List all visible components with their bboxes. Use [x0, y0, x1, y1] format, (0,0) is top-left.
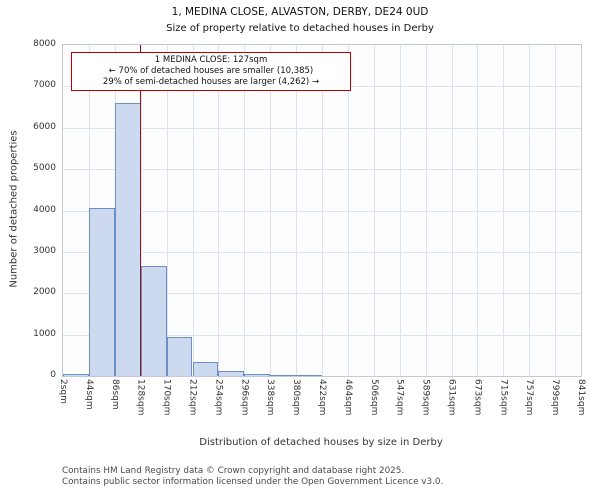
histogram-bar — [270, 374, 297, 376]
x-tick-label: 715sqm — [498, 379, 509, 416]
x-tick-label: 212sqm — [187, 379, 198, 416]
annotation-box: 1 MEDINA CLOSE: 127sqm ← 70% of detached… — [71, 52, 351, 91]
y-tick-label: 1000 — [33, 328, 56, 339]
y-tick-label: 0 — [50, 370, 56, 380]
footer-attribution-hmlr: Contains HM Land Registry data © Crown c… — [62, 466, 405, 476]
histogram-bar — [296, 374, 322, 376]
x-tick-label: 506sqm — [368, 379, 379, 416]
histogram-bar — [114, 102, 141, 376]
y-tick-label: 2000 — [33, 287, 56, 298]
y-tick-label: 8000 — [33, 39, 56, 49]
x-tick-label: 841sqm — [576, 379, 586, 416]
annotation-larger-stat: 29% of semi-detached houses are larger (… — [102, 77, 320, 87]
x-tick-label: 799sqm — [550, 379, 561, 416]
y-tick-label: 5000 — [33, 163, 56, 174]
x-tick-label: 296sqm — [239, 379, 250, 416]
histogram-bar — [192, 362, 219, 376]
x-tick-label: 673sqm — [472, 379, 483, 416]
x-tick-label: 547sqm — [394, 379, 405, 416]
h-gridline — [63, 210, 581, 212]
x-tick-label: 254sqm — [213, 379, 224, 416]
h-gridline — [63, 251, 581, 253]
h-gridline — [63, 334, 581, 336]
x-axis-label: Distribution of detached houses by size … — [199, 437, 443, 448]
x-tick-label: 464sqm — [342, 379, 353, 416]
histogram-bar — [166, 336, 193, 376]
histogram-bar — [244, 373, 271, 376]
x-tick-label: 422sqm — [317, 379, 327, 416]
x-tick-label: 380sqm — [291, 379, 302, 416]
histogram-bar — [63, 374, 89, 376]
x-tick-label: 44sqm — [83, 379, 94, 410]
x-tick-label: 757sqm — [524, 379, 535, 416]
chart-title: 1, MEDINA CLOSE, ALVASTON, DERBY, DE24 0… — [171, 6, 429, 18]
h-gridline — [63, 127, 581, 129]
y-tick-label: 6000 — [33, 121, 56, 132]
x-tick-label: 589sqm — [420, 379, 431, 416]
x-tick-label: 86sqm — [109, 379, 120, 410]
y-tick-label: 7000 — [33, 80, 56, 91]
footer-attribution-ogl: Contains public sector information licen… — [62, 477, 444, 487]
y-tick-label: 4000 — [33, 204, 56, 215]
x-tick-label: 2sqm — [58, 379, 68, 404]
h-gridline — [63, 169, 581, 171]
chart-subtitle: Size of property relative to detached ho… — [166, 23, 434, 34]
histogram-bar — [218, 371, 245, 376]
property-size-marker-line — [140, 45, 142, 376]
annotation-property-size: 1 MEDINA CLOSE: 127sqm — [154, 55, 268, 65]
footer: Contains HM Land Registry data © Crown c… — [62, 466, 443, 488]
histogram-bar — [140, 266, 167, 376]
h-gridline — [63, 293, 581, 295]
annotation-smaller-stat: ← 70% of detached houses are smaller (10… — [108, 66, 314, 76]
x-tick-label: 170sqm — [161, 379, 172, 416]
x-tick-label: 631sqm — [446, 379, 457, 416]
y-tick-label: 3000 — [33, 245, 56, 256]
plot-area: 1 MEDINA CLOSE: 127sqm ← 70% of detached… — [62, 44, 582, 377]
histogram-bar — [88, 208, 115, 376]
x-tick-label: 128sqm — [135, 379, 146, 416]
x-tick-label: 338sqm — [265, 379, 276, 416]
